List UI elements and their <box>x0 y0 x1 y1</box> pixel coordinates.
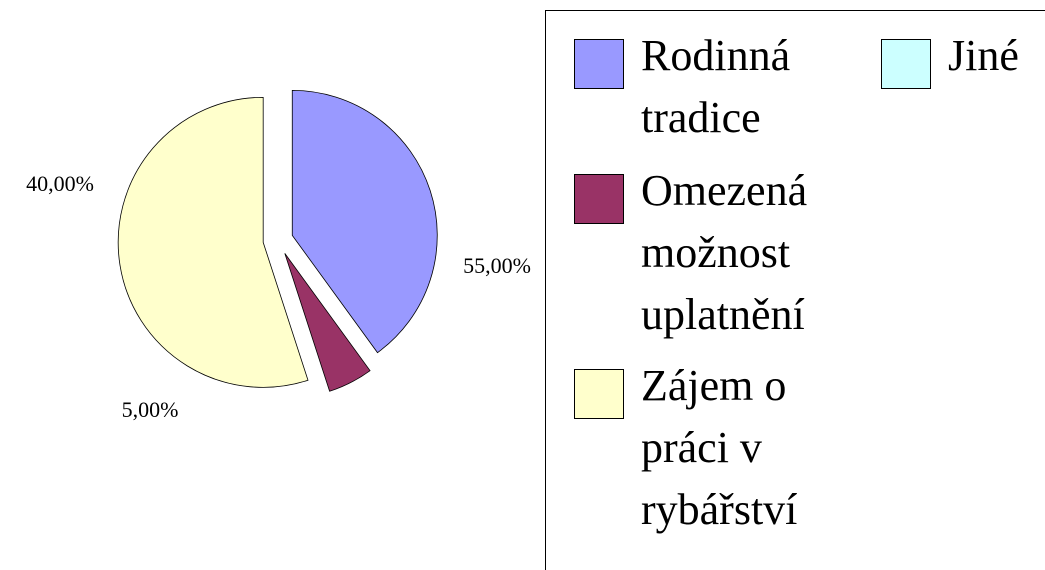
data-label: 40,00% <box>26 171 94 196</box>
data-label: 5,00% <box>122 397 179 422</box>
pie-slice <box>291 89 438 354</box>
legend-swatch <box>574 369 624 419</box>
legend-swatch <box>881 39 931 89</box>
legend-label: Rodinná tradice <box>641 31 791 142</box>
pie-slice <box>117 96 309 388</box>
legend-swatch <box>574 174 624 224</box>
legend: Rodinná tradice Omezená možnost uplatnění… <box>545 10 1045 570</box>
page: {"chart_data": {"type": "pie", "categori… <box>26 10 1045 570</box>
legend-label: Jiné <box>948 31 1019 80</box>
chart: 40,00% 5,00% 55,00% <box>26 89 531 422</box>
legend-swatch <box>574 39 624 89</box>
legend-label: Omezená možnost uplatnění <box>641 166 808 339</box>
pie-slice <box>284 253 371 392</box>
data-label: 55,00% <box>463 253 531 278</box>
legend-label: Zájem o práci v rybářství <box>641 361 798 534</box>
